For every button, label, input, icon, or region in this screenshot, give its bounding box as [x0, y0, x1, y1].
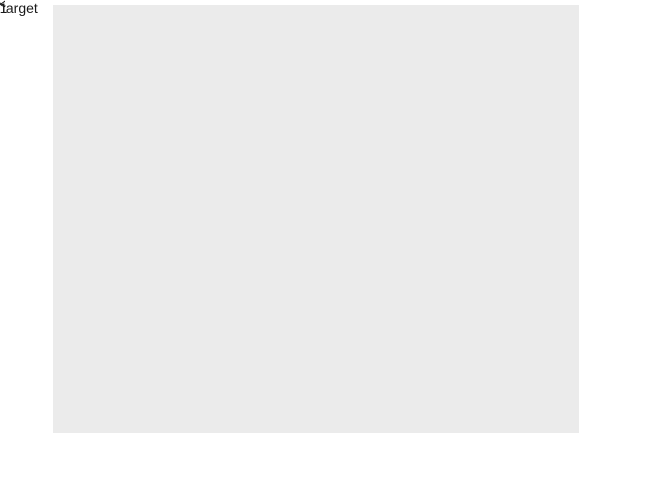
plot-panel — [53, 5, 579, 433]
legend: target — [0, 0, 38, 23]
legend-title: target — [2, 0, 38, 16]
x-axis-title: x1 — [0, 0, 8, 16]
